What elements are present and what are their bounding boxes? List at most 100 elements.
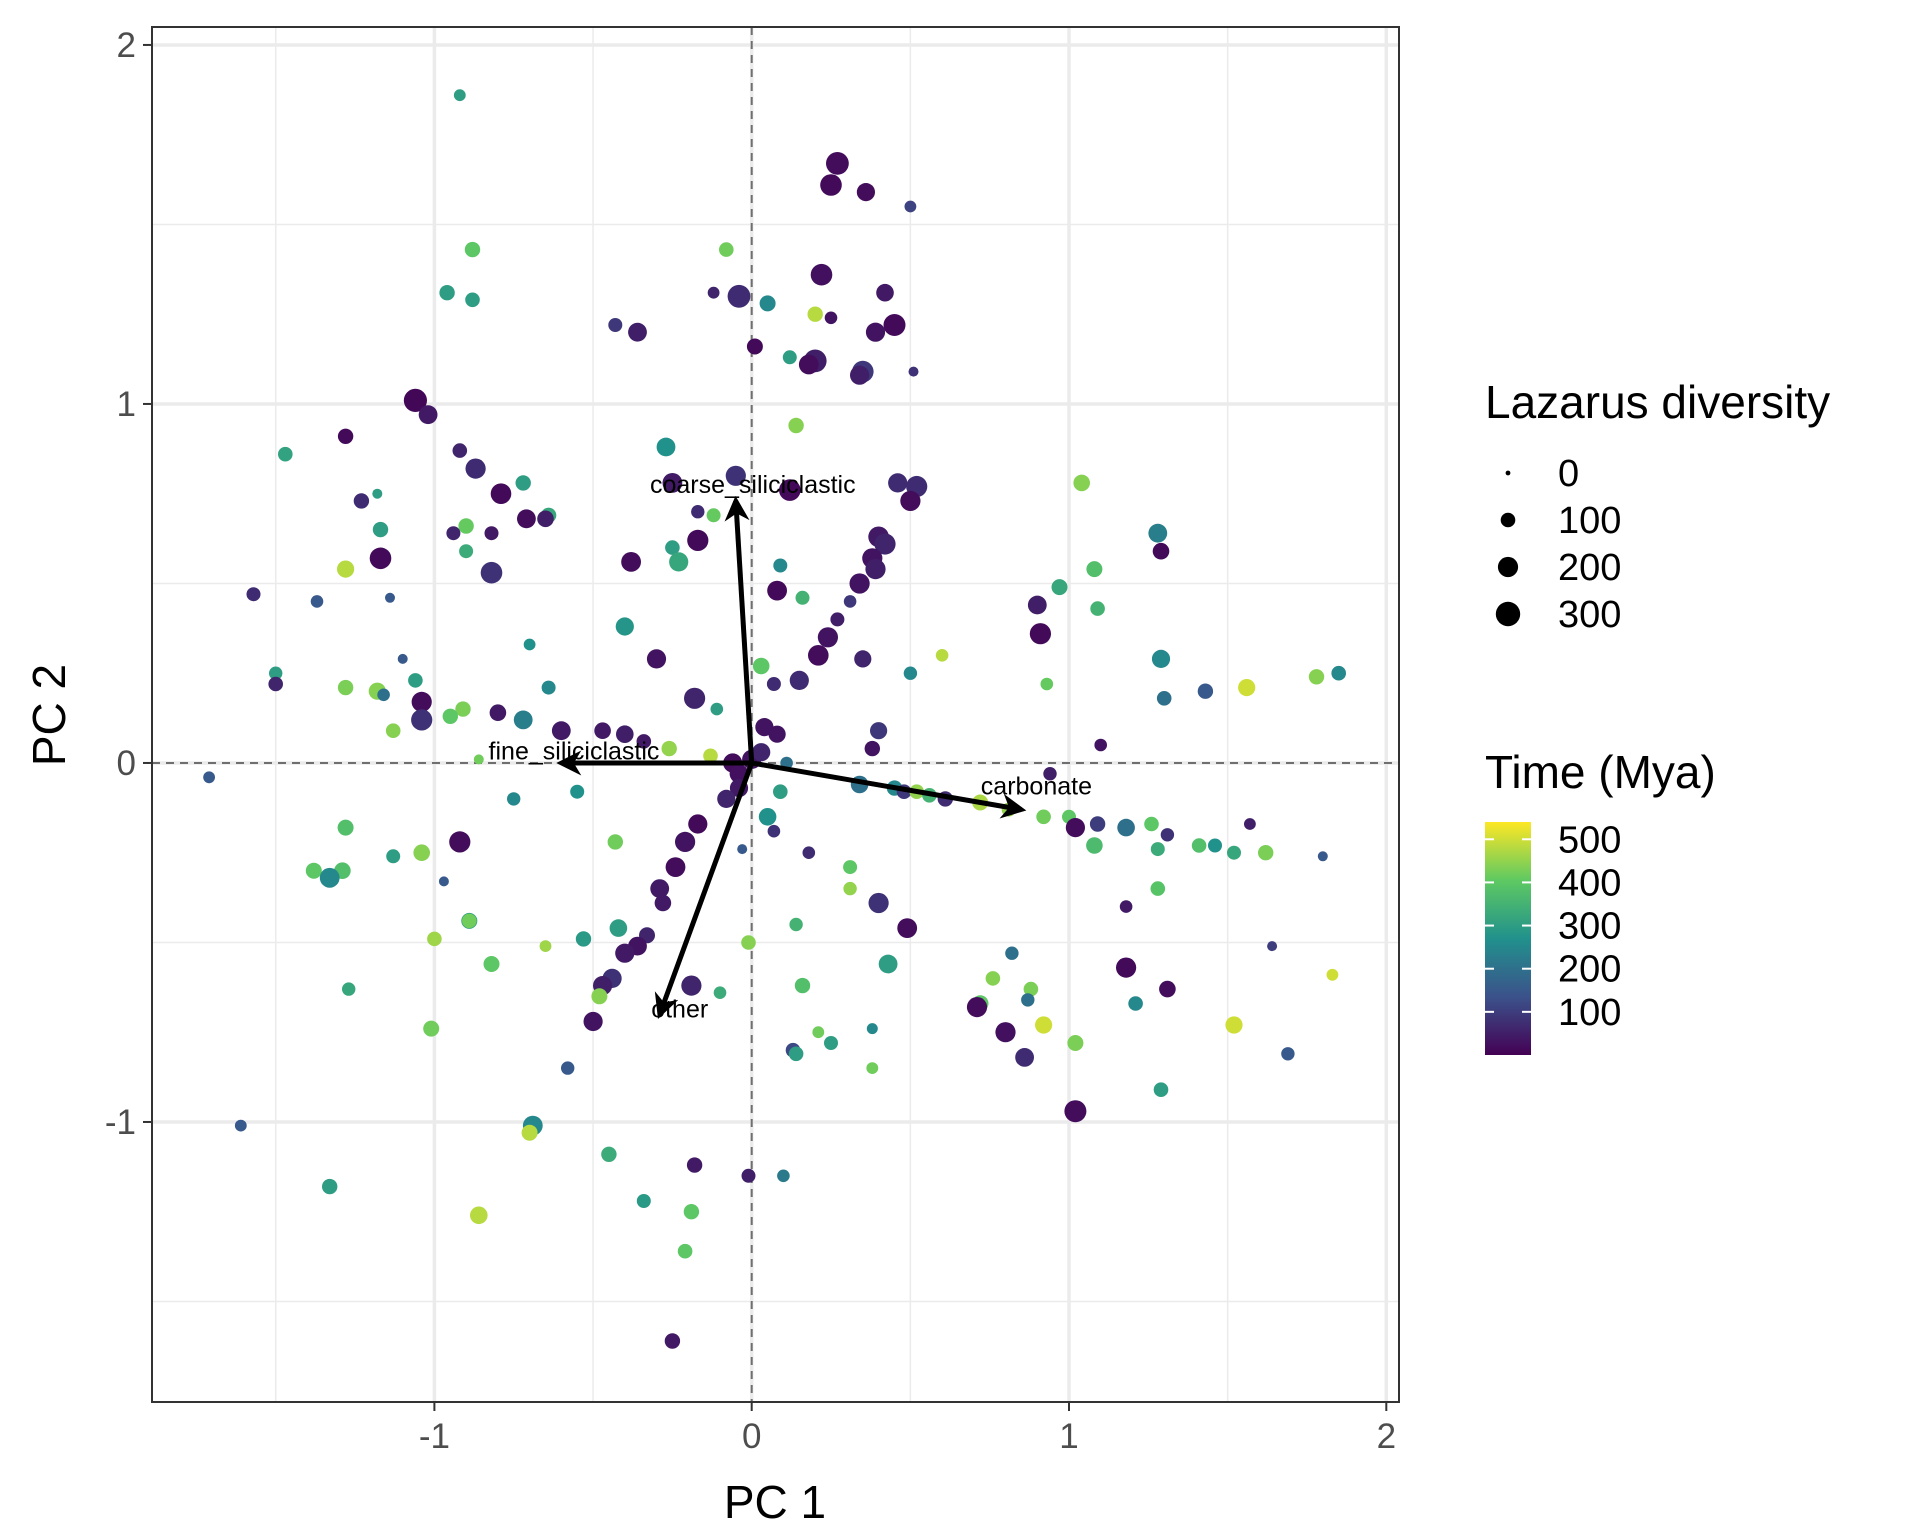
data-point (646, 649, 667, 669)
color-legend-label: 100 (1558, 992, 1621, 1034)
data-point (1094, 738, 1107, 752)
data-point (575, 931, 592, 947)
data-point (636, 734, 652, 749)
data-point (1090, 601, 1105, 616)
data-point (513, 710, 533, 730)
data-point (203, 771, 216, 784)
size-legend-label: 0 (1558, 453, 1579, 495)
size-legend-key (1497, 556, 1519, 578)
data-point (369, 547, 392, 570)
data-point (802, 846, 816, 859)
data-point (465, 292, 480, 308)
plot-background (152, 27, 1399, 1402)
size-legend-key (1505, 470, 1511, 476)
data-point (703, 748, 718, 764)
data-point (830, 612, 845, 627)
data-point (1036, 809, 1051, 825)
x-tick-label: 0 (742, 1417, 761, 1456)
data-point (1117, 818, 1135, 837)
data-point (691, 505, 705, 519)
data-point (269, 666, 283, 680)
loading-label: coarse_siliciclastic (650, 471, 856, 499)
data-point (717, 789, 736, 809)
data-point (675, 831, 696, 853)
data-point (854, 650, 872, 668)
data-point (1021, 993, 1035, 1007)
data-point (903, 666, 918, 680)
data-point (843, 595, 857, 608)
data-point (794, 977, 811, 994)
x-axis-label: PC 1 (724, 1476, 826, 1528)
size-legend-label: 300 (1558, 594, 1621, 636)
data-point (591, 988, 608, 1005)
data-point (490, 483, 512, 505)
data-point (1150, 881, 1166, 896)
data-point (439, 285, 455, 301)
data-point (1317, 851, 1328, 862)
data-point (1244, 818, 1256, 830)
data-point (1227, 845, 1241, 860)
data-point (446, 526, 461, 541)
data-point (768, 725, 786, 743)
data-point (601, 1146, 617, 1163)
data-point (541, 680, 556, 695)
data-point (727, 284, 751, 308)
data-point (1051, 579, 1068, 596)
data-point (537, 510, 554, 528)
data-point (1238, 679, 1256, 697)
data-point (1258, 845, 1274, 861)
data-point (322, 1178, 338, 1195)
data-point (752, 743, 771, 762)
data-point (789, 670, 809, 691)
data-point (1152, 542, 1170, 560)
data-point (1067, 1035, 1084, 1051)
data-point (1089, 816, 1106, 832)
data-point (452, 443, 468, 458)
data-point (866, 1062, 879, 1074)
data-point (621, 552, 641, 572)
data-point (305, 862, 322, 879)
data-point (423, 1020, 440, 1037)
data-point (337, 560, 355, 578)
data-point (874, 533, 896, 555)
data-point (483, 956, 500, 972)
data-point (746, 338, 763, 355)
data-point (795, 590, 810, 605)
loading-arrow (751, 760, 1027, 819)
data-point (826, 152, 849, 175)
data-point (1005, 946, 1019, 960)
size-legend-label: 100 (1558, 500, 1621, 542)
data-point (865, 322, 886, 342)
x-tick-label: -1 (419, 1417, 450, 1456)
data-point (1040, 677, 1054, 691)
data-point (1159, 980, 1176, 998)
data-point (1148, 523, 1168, 543)
data-point (759, 295, 776, 312)
data-point (661, 740, 677, 757)
loading-label: carbonate (981, 773, 1092, 801)
data-point (1128, 996, 1143, 1011)
data-point (664, 1333, 681, 1349)
data-point (615, 943, 635, 963)
data-point (453, 89, 466, 102)
data-point (810, 263, 833, 286)
data-point (808, 645, 829, 666)
data-point (570, 784, 585, 799)
data-point (372, 521, 389, 538)
data-point (687, 529, 709, 552)
data-point (268, 676, 284, 692)
data-point (462, 913, 477, 929)
data-point (1151, 649, 1171, 669)
data-point (985, 971, 1001, 986)
data-point (616, 725, 634, 743)
reference-lines (152, 27, 1399, 1402)
data-point (656, 437, 676, 457)
data-point (684, 687, 706, 709)
data-point (386, 849, 401, 864)
data-point (385, 723, 401, 738)
color-legend-label: 300 (1558, 906, 1621, 948)
data-point (628, 322, 647, 342)
data-point (767, 824, 781, 838)
data-point (615, 617, 634, 636)
